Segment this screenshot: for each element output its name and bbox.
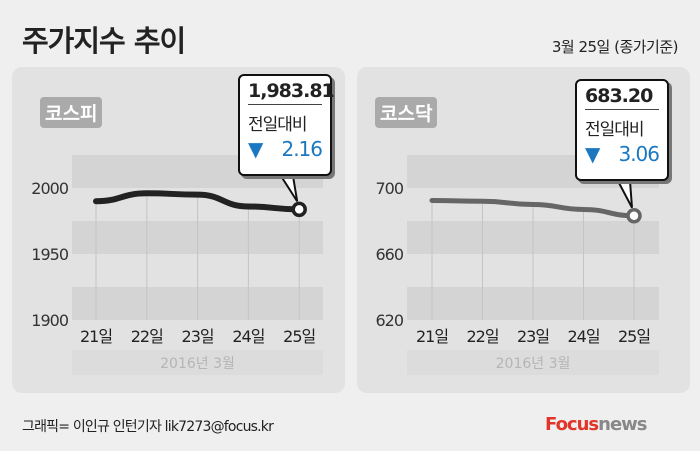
down-triangle-icon: ▼ [248, 137, 263, 161]
x-tick-label: 25일 [283, 327, 315, 346]
x-tick-label: 24일 [232, 327, 264, 346]
x-axis-label: 2016년 3월 [496, 356, 571, 372]
y-tick-label: 2000 [31, 179, 69, 198]
x-tick-label: 21일 [80, 327, 112, 346]
kospi-callout: 1,983.81 전일대비 ▼ 2.16 [238, 74, 335, 176]
x-tick-label: 23일 [517, 327, 549, 346]
kosdaq-value: 683.20 [585, 85, 659, 110]
page-title: 주가지수 추이 [22, 24, 186, 58]
callout-pointer [280, 175, 299, 202]
kosdaq-last-point [626, 207, 642, 224]
kospi-change: 2.16 [281, 137, 323, 161]
kosdaq-change: 3.06 [618, 142, 660, 166]
kospi-series-line [93, 190, 303, 213]
y-tick-label: 1950 [31, 245, 69, 264]
x-tick-label: 25일 [618, 327, 650, 346]
callout-pointer [617, 180, 633, 209]
x-tick-label: 22일 [131, 327, 163, 346]
xlabel-band [72, 350, 323, 375]
kosdaq-badge: 코스닥 [375, 97, 438, 128]
credit: 그래픽= 이인규 인턴기자 lik7273@focus.kr [22, 419, 274, 435]
kosdaq-series-line [429, 198, 637, 219]
down-triangle-icon: ▼ [585, 142, 600, 166]
kosdaq-callout: 683.20 전일대비 ▼ 3.06 [575, 79, 669, 181]
y-tick-label: 620 [375, 311, 403, 330]
date-label: 3월 25일 (종가기준) [551, 38, 679, 56]
kospi-change-label: 전일대비 [248, 115, 308, 135]
x-tick-label: 21일 [416, 327, 448, 346]
x-tick-label: 22일 [466, 327, 498, 346]
y-tick-label: 660 [375, 245, 403, 264]
focusnews-logo: Focusnews [545, 414, 648, 435]
x-axis-label: 2016년 3월 [160, 356, 235, 372]
kosdaq-change-label: 전일대비 [585, 120, 645, 140]
x-tick-label: 23일 [182, 327, 214, 346]
kospi-last-point [291, 201, 307, 218]
kospi-value: 1,983.81 [248, 80, 335, 105]
xlabel-band [407, 350, 659, 375]
x-tick-label: 24일 [567, 327, 599, 346]
y-tick-label: 1900 [31, 311, 69, 330]
y-tick-label: 700 [375, 179, 403, 198]
kospi-badge: 코스피 [40, 97, 103, 128]
